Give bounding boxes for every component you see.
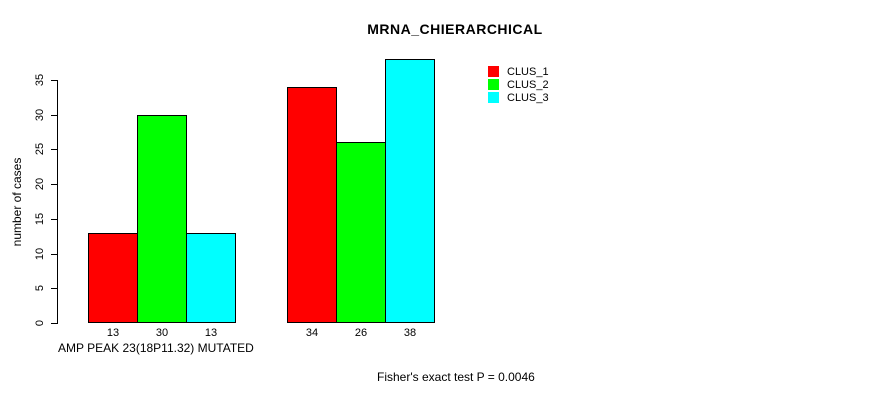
bar-value-label: 30: [155, 327, 169, 339]
y-axis-tick: [51, 149, 57, 150]
y-axis-tick: [51, 219, 57, 220]
y-axis-label: number of cases: [10, 157, 24, 247]
y-axis-tick-label: 0: [34, 319, 46, 327]
y-axis-tick: [51, 115, 57, 116]
y-axis-tick: [51, 80, 57, 81]
legend-swatch-icon: [488, 79, 499, 90]
legend-label: CLUS_1: [507, 65, 549, 78]
bar-clus_2-group2: [336, 142, 386, 323]
bar-value-label: 13: [204, 327, 218, 339]
bar-value-label: 38: [403, 327, 417, 339]
legend-swatch-icon: [488, 66, 499, 77]
legend-label: CLUS_3: [507, 91, 549, 104]
bar-value-label: 26: [354, 327, 368, 339]
bar-clus_1-group2: [287, 87, 337, 323]
bar-value-label: 34: [305, 327, 319, 339]
legend: CLUS_1 CLUS_2 CLUS_3: [488, 65, 549, 104]
y-axis-line: [57, 80, 58, 324]
y-axis-tick-label: 25: [34, 142, 46, 156]
bar-clus_1-group1: [88, 233, 138, 323]
y-axis-tick-label: 35: [34, 73, 46, 87]
y-axis-tick-label: 10: [34, 247, 46, 261]
bar-clus_3-group1: [186, 233, 236, 323]
fisher-test-note: Fisher's exact test P = 0.0046: [377, 370, 535, 384]
y-axis-tick: [51, 254, 57, 255]
legend-item: CLUS_2: [488, 78, 549, 91]
y-axis-tick: [51, 323, 57, 324]
bar-clus_3-group2: [385, 59, 435, 323]
bar-value-label: 13: [106, 327, 120, 339]
y-axis-tick: [51, 184, 57, 185]
y-axis-tick-label: 15: [34, 212, 46, 226]
legend-swatch-icon: [488, 92, 499, 103]
chart-title: MRNA_CHIERARCHICAL: [367, 21, 543, 37]
legend-label: CLUS_2: [507, 78, 549, 91]
y-axis-tick: [51, 288, 57, 289]
x-axis-label: AMP PEAK 23(18P11.32) MUTATED: [58, 341, 254, 355]
legend-item: CLUS_3: [488, 91, 549, 104]
legend-item: CLUS_1: [488, 65, 549, 78]
y-axis-tick-label: 20: [34, 177, 46, 191]
y-axis-tick-label: 5: [34, 284, 46, 292]
bar-clus_2-group1: [137, 115, 187, 323]
y-axis-tick-label: 30: [34, 108, 46, 122]
